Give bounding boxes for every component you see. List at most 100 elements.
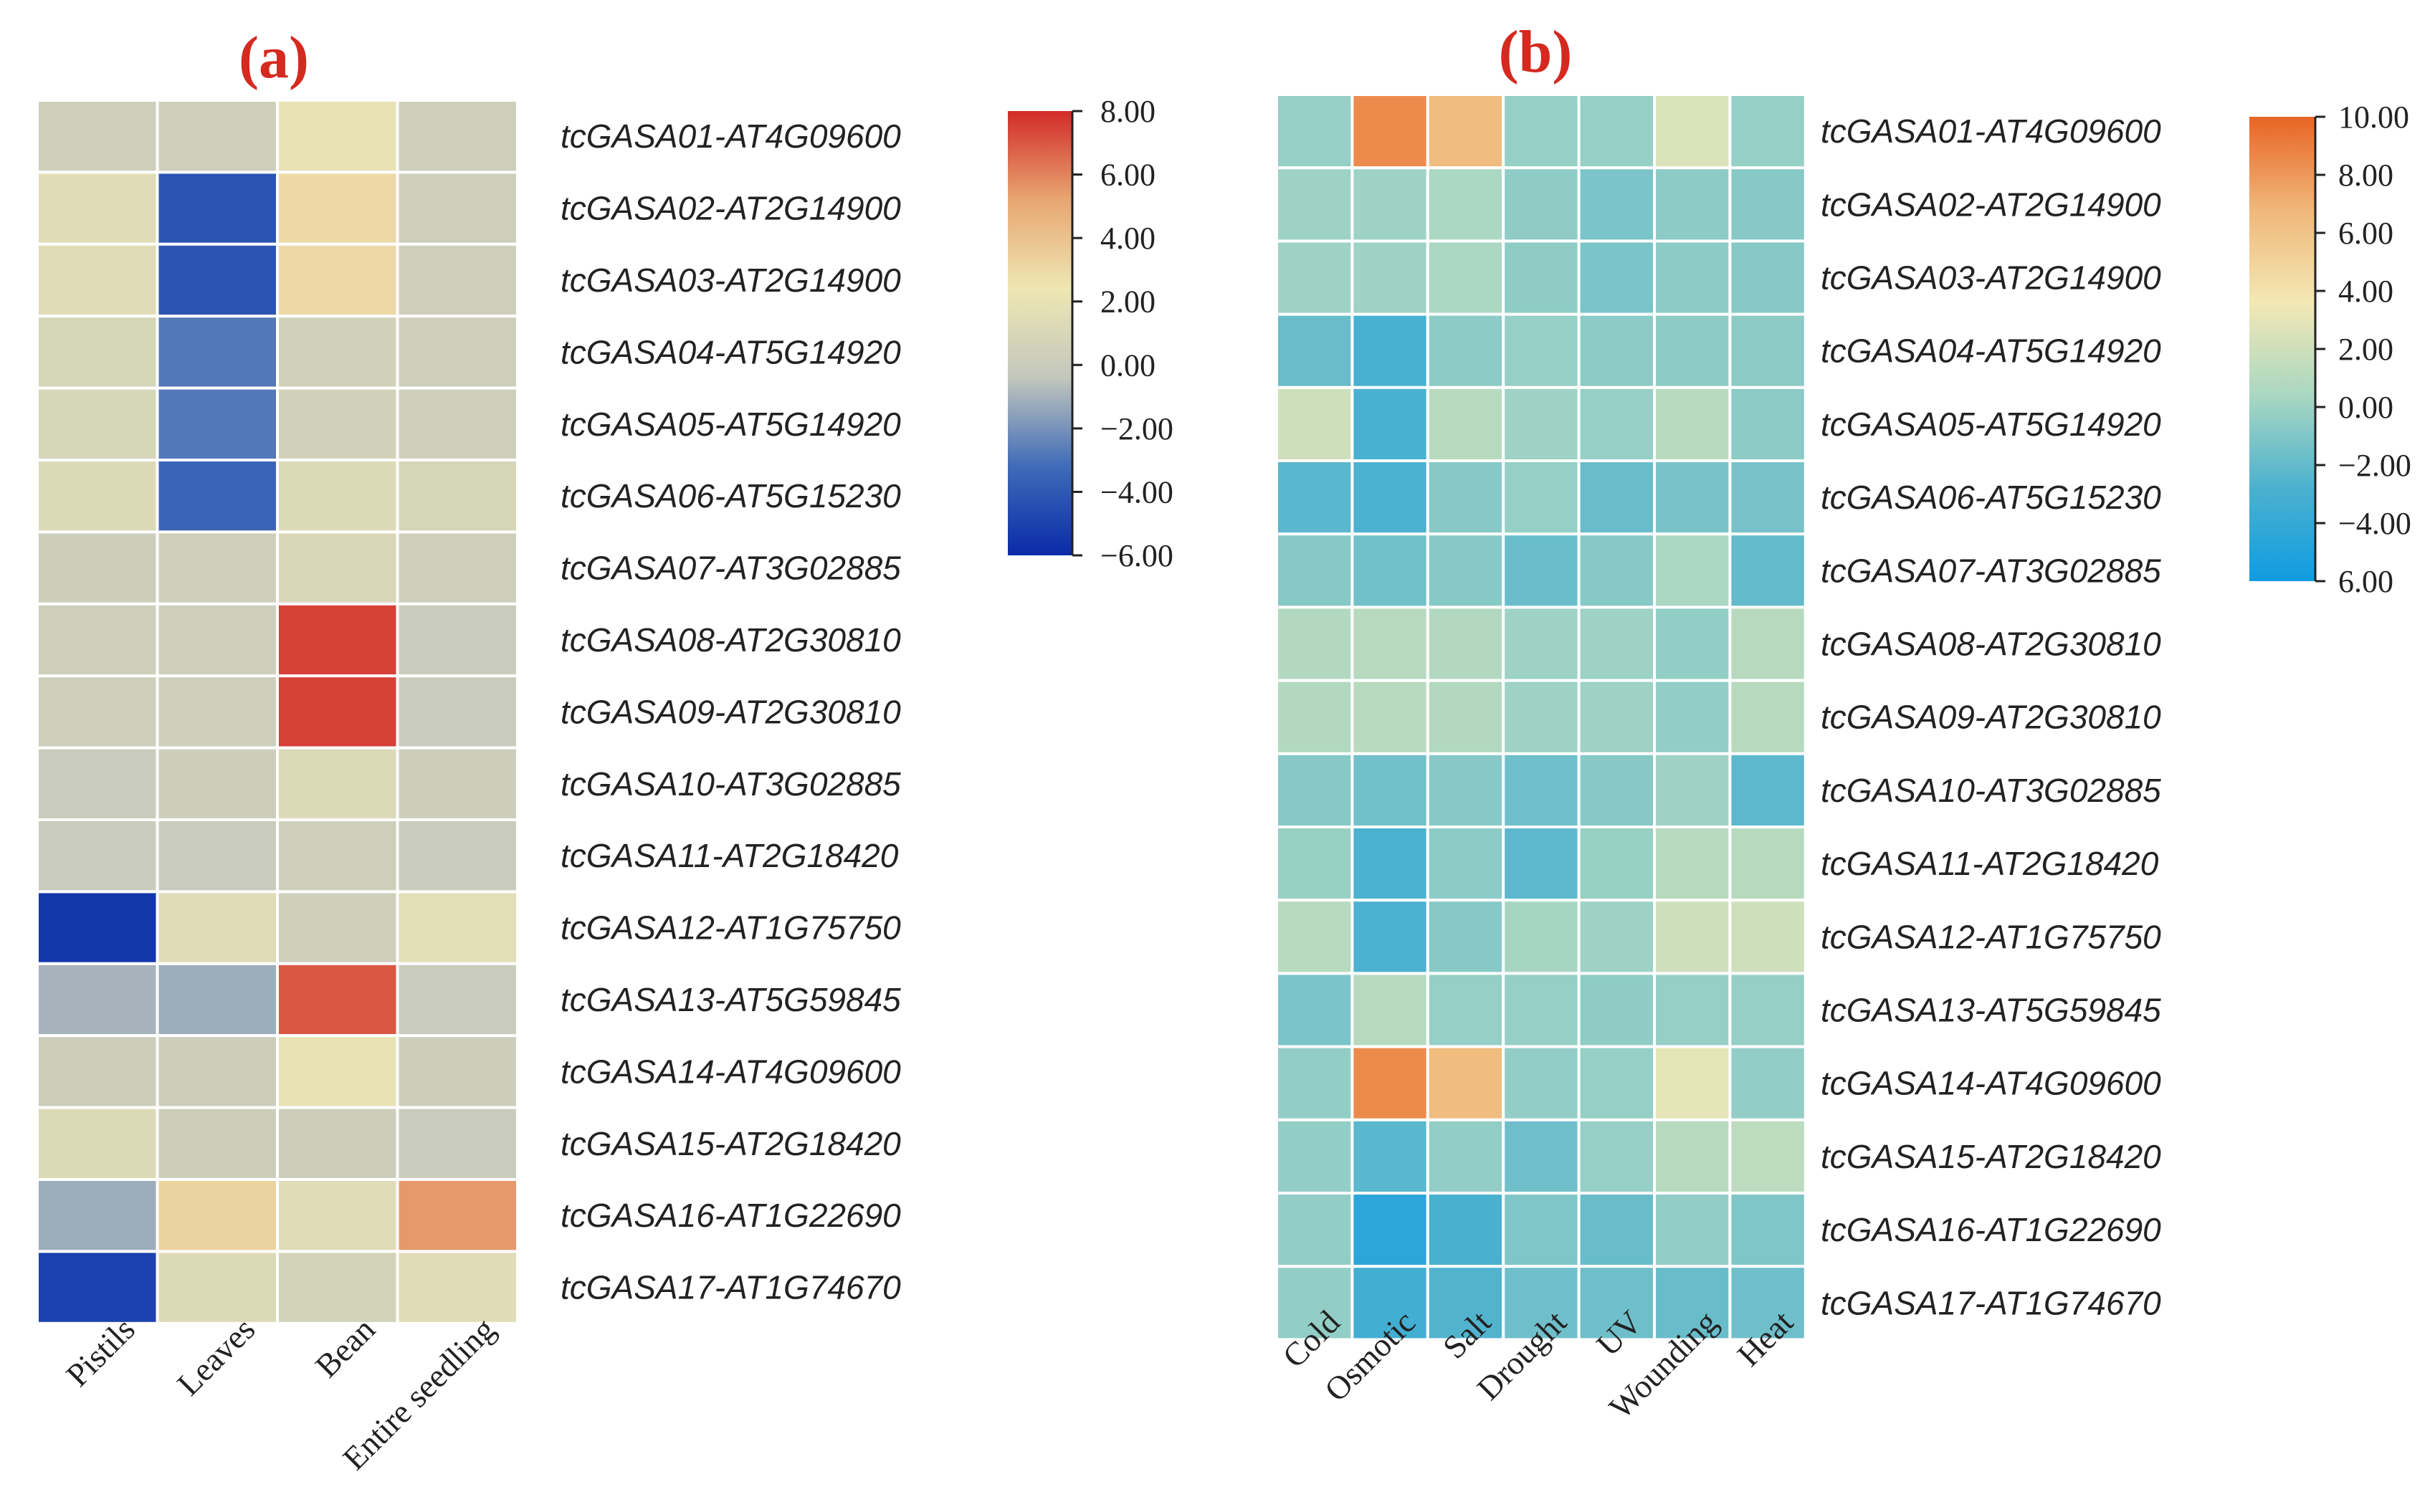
- heatmap-cell: [1728, 1118, 1807, 1195]
- heatmap-cell: [396, 962, 519, 1038]
- heatmap-cell: [1502, 679, 1581, 755]
- heatmap-cell: [1502, 239, 1581, 316]
- heatmap-cell: [1728, 972, 1807, 1048]
- gene-label: tcGASA12-AT1G75750: [1821, 918, 2161, 955]
- heatmap-cell: [1275, 606, 1354, 682]
- gene-label: tcGASA13-AT5G59845: [561, 981, 901, 1018]
- heatmap-cell: [1653, 1265, 1732, 1341]
- heatmap-cell: [156, 602, 279, 678]
- heatmap-cell: [1653, 93, 1732, 170]
- heatmap-cell: [1275, 312, 1354, 389]
- heatmap-cell: [276, 602, 399, 678]
- heatmap-cell: [1728, 899, 1807, 975]
- heatmap-cell: [1653, 1118, 1732, 1195]
- gene-label: tcGASA01-AT4G09600: [1821, 113, 2161, 150]
- heatmap-cell: [1426, 1045, 1505, 1121]
- heatmap-cell: [1426, 1192, 1505, 1268]
- heatmap-cell: [1728, 532, 1807, 609]
- colorbar-tick-label: 4.00: [1100, 221, 1155, 256]
- heatmap-cell: [276, 962, 399, 1038]
- heatmap-cell: [1350, 239, 1429, 316]
- heatmap-cell: [276, 171, 399, 246]
- colorbar-tick-label: 6.00: [2338, 564, 2393, 599]
- heatmap-cell: [1275, 1118, 1354, 1195]
- heatmap-cell: [276, 1034, 399, 1109]
- gene-label: tcGASA12-AT1G75750: [561, 909, 901, 947]
- heatmap-cell: [1426, 532, 1505, 609]
- heatmap-cell: [156, 1178, 279, 1253]
- heatmap-cell: [1577, 239, 1657, 316]
- colorbar-tick-label: −2.00: [2338, 448, 2411, 483]
- heatmap-cell: [1350, 826, 1429, 902]
- gene-label: tcGASA02-AT2G14900: [1821, 186, 2161, 223]
- heatmap-cell: [1728, 459, 1807, 536]
- heatmap-cell: [156, 99, 279, 174]
- heatmap-cell: [396, 1178, 519, 1253]
- heatmap-cell: [36, 386, 159, 461]
- heatmap-cell: [1350, 1045, 1429, 1121]
- colorbar-tick-label: 8.00: [1100, 94, 1155, 129]
- colorbar-tick-label: 2.00: [1100, 284, 1155, 320]
- gene-label: tcGASA16-AT1G22690: [1821, 1211, 2161, 1248]
- heatmap-cell: [1275, 899, 1354, 975]
- gene-label: tcGASA15-AT2G18420: [561, 1125, 901, 1162]
- heatmap-cell: [276, 746, 399, 821]
- heatmap-cell: [396, 674, 519, 750]
- heatmap-cell: [1728, 826, 1807, 902]
- heatmap-cell: [1577, 1192, 1657, 1268]
- heatmap-cell: [1502, 972, 1581, 1048]
- heatmap-cell: [1350, 1118, 1429, 1195]
- heatmap-cell: [1728, 1192, 1807, 1268]
- heatmap-cell: [36, 1178, 159, 1253]
- heatmap-cell: [396, 602, 519, 678]
- heatmap-cell: [1502, 899, 1581, 975]
- heatmap-cell: [36, 459, 159, 534]
- heatmap-cell: [1728, 752, 1807, 829]
- heatmap-cell: [276, 674, 399, 750]
- heatmap-cell: [396, 386, 519, 461]
- heatmap-cell: [36, 1106, 159, 1181]
- heatmap-cell: [1577, 386, 1657, 462]
- heatmap-cell: [1350, 93, 1429, 170]
- heatmap-cell: [1577, 679, 1657, 755]
- heatmap-panel-b: (b) tcGASA01-AT4G09600 tcGASA02-AT2G14900 t…: [1275, 19, 2411, 1426]
- heatmap-cell: [276, 530, 399, 606]
- heatmap-cell: [1275, 826, 1354, 902]
- heatmap-cell: [36, 1034, 159, 1109]
- heatmap-cell: [1275, 532, 1354, 609]
- heatmap-cell: [396, 1106, 519, 1181]
- colorbar-tick-label: 0.00: [2338, 390, 2393, 425]
- heatmap-cell: [1653, 899, 1732, 975]
- heatmap-cell: [396, 530, 519, 606]
- gene-label: tcGASA04-AT5G14920: [1821, 332, 2161, 370]
- heatmap-cell: [1577, 1118, 1657, 1195]
- heatmap-cell: [1502, 532, 1581, 609]
- heatmap-cell: [156, 530, 279, 606]
- heatmap-cell: [36, 602, 159, 678]
- heatmap-cell: [1275, 752, 1354, 829]
- heatmap-cell: [1502, 606, 1581, 682]
- gene-label: tcGASA08-AT2G30810: [1821, 626, 2161, 663]
- colorbar-tick-label: 2.00: [2338, 332, 2393, 367]
- gene-label: tcGASA09-AT2G30810: [561, 693, 901, 730]
- colorbar-tick-label: 6.00: [1100, 158, 1155, 193]
- heatmap-cell: [156, 315, 279, 390]
- heatmap-cell: [276, 99, 399, 174]
- gene-label: tcGASA16-AT1G22690: [561, 1197, 901, 1234]
- gene-label: tcGASA15-AT2G18420: [1821, 1138, 2161, 1175]
- heatmap-cell: [1577, 312, 1657, 389]
- heatmap-cell: [1577, 532, 1657, 609]
- heatmap-cell: [156, 242, 279, 318]
- gene-label: tcGASA10-AT3G02885: [561, 765, 901, 803]
- heatmap-cell: [276, 315, 399, 390]
- colorbar-tick-label: −4.00: [2338, 506, 2411, 541]
- heatmap-cell: [276, 1250, 399, 1325]
- heatmap-cell: [1653, 606, 1732, 682]
- heatmap-cell: [1728, 606, 1807, 682]
- heatmap-cell: [1502, 752, 1581, 829]
- heatmap-cell: [36, 1250, 159, 1325]
- heatmap-cell: [1502, 1265, 1581, 1341]
- colorbar-tick-label: −2.00: [1100, 411, 1173, 446]
- heatmap-cell: [36, 962, 159, 1038]
- heatmap-cell: [1653, 826, 1732, 902]
